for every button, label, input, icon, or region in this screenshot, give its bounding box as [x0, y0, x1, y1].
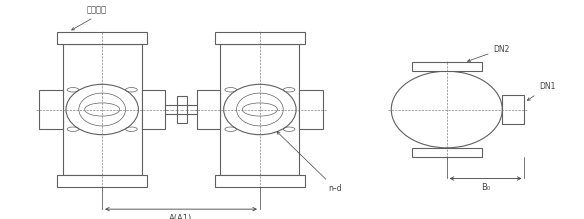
Bar [57, 32, 147, 44]
Bar [215, 175, 305, 187]
Bar [177, 96, 187, 123]
Text: DN1: DN1 [527, 82, 555, 100]
Text: n–d: n–d [277, 132, 342, 193]
Bar [299, 90, 322, 129]
Bar [141, 90, 165, 129]
Text: B₀: B₀ [481, 183, 490, 192]
Text: DN2: DN2 [468, 45, 510, 62]
Bar [412, 62, 482, 71]
Bar [412, 148, 482, 157]
Bar [39, 90, 62, 129]
Text: 法兰连接: 法兰连接 [86, 5, 106, 14]
Bar [57, 175, 147, 187]
Text: A(A1): A(A1) [169, 214, 193, 219]
Bar [62, 44, 141, 175]
Bar [215, 32, 305, 44]
Bar [502, 95, 524, 124]
Bar [221, 44, 299, 175]
Bar [197, 90, 220, 129]
